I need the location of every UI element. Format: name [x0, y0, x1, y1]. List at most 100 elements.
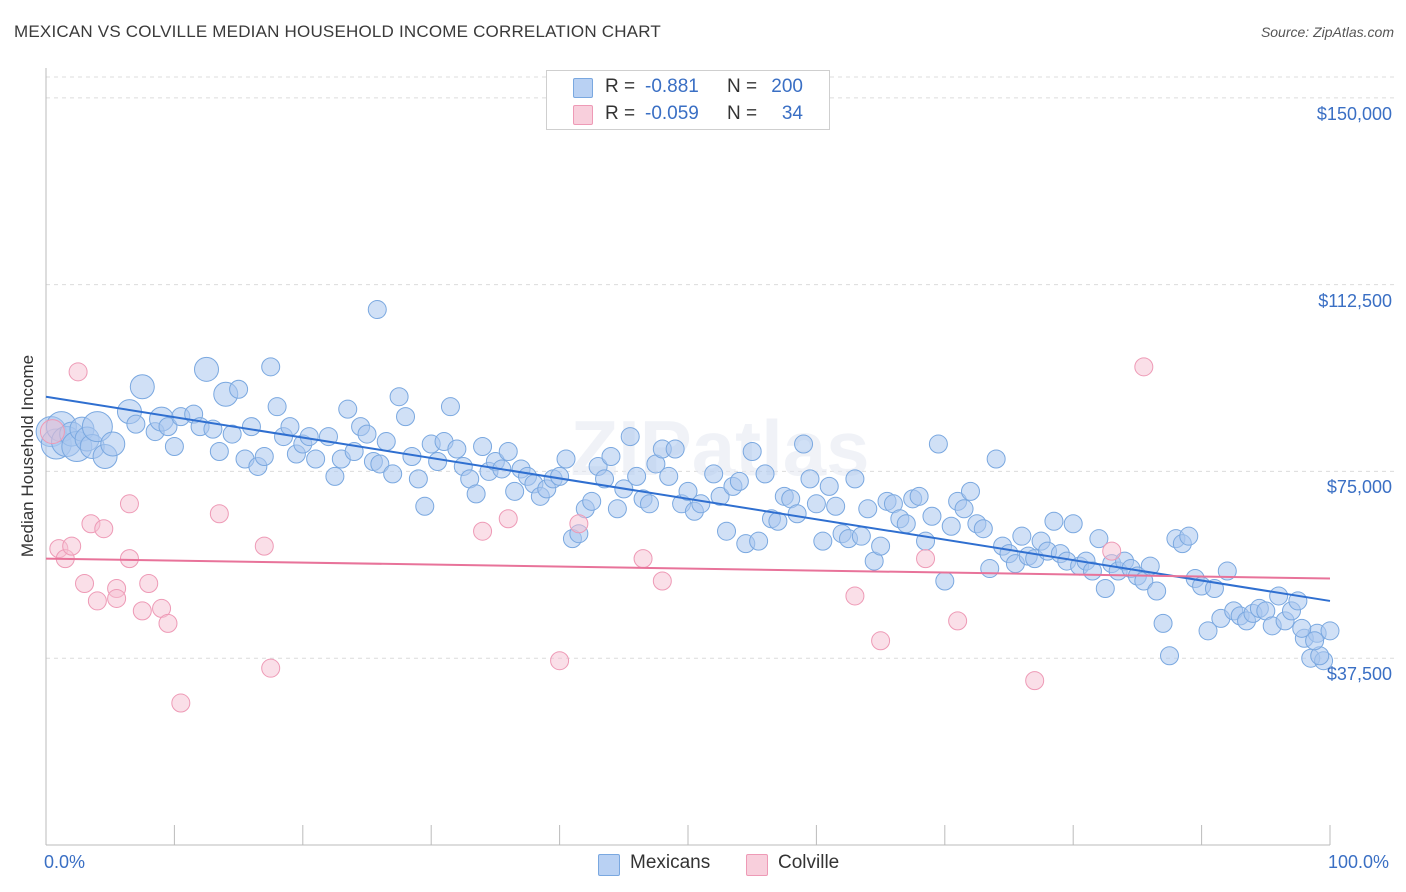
- point-mexicans: [729, 471, 749, 491]
- point-mexicans: [627, 466, 647, 486]
- point-colville: [132, 601, 152, 621]
- legend-n-value: 34: [781, 103, 803, 124]
- point-mexicans: [749, 531, 769, 551]
- point-mexicans: [1320, 621, 1340, 641]
- point-mexicans: [1217, 561, 1237, 581]
- point-mexicans: [973, 519, 993, 539]
- legend-n-label: N =: [727, 103, 758, 124]
- point-mexicans: [1095, 578, 1115, 598]
- point-mexicans: [607, 499, 627, 519]
- y-tick-label: $150,000: [1316, 103, 1392, 124]
- point-colville: [916, 549, 936, 569]
- y-tick-label: $37,500: [1326, 664, 1392, 685]
- legend-r-label: R =: [605, 103, 636, 124]
- point-mexicans: [383, 464, 403, 484]
- point-mexicans: [601, 446, 621, 466]
- point-mexicans: [1198, 621, 1218, 641]
- point-colville: [75, 574, 95, 594]
- legend-n-label: N =: [727, 76, 758, 97]
- x-tick-label-left: 0.0%: [44, 852, 86, 872]
- point-mexicans: [389, 387, 409, 407]
- point-colville: [473, 521, 493, 541]
- point-mexicans: [704, 464, 724, 484]
- series-legend: Mexicans Colville: [0, 852, 1406, 876]
- point-mexicans: [678, 481, 698, 501]
- axis-layer: [45, 68, 1331, 846]
- point-mexicans: [241, 417, 261, 437]
- point-mexicans: [100, 431, 126, 457]
- point-colville: [948, 611, 968, 631]
- point-mexicans: [813, 531, 833, 551]
- point-mexicans: [1179, 526, 1199, 546]
- point-colville: [652, 571, 672, 591]
- point-mexicans: [954, 499, 974, 519]
- point-mexicans: [1147, 581, 1167, 601]
- point-mexicans: [928, 434, 948, 454]
- point-mexicans: [896, 514, 916, 534]
- point-mexicans: [1063, 514, 1083, 534]
- point-colville: [1134, 357, 1154, 377]
- point-mexicans: [396, 407, 416, 427]
- point-mexicans: [717, 521, 737, 541]
- point-mexicans: [370, 454, 390, 474]
- point-colville: [209, 504, 229, 524]
- point-mexicans: [787, 504, 807, 524]
- point-colville: [498, 509, 518, 529]
- point-mexicans: [742, 442, 762, 462]
- point-colville: [1102, 541, 1122, 561]
- point-mexicans: [595, 469, 615, 489]
- legend-row-colville: R = -0.059 N = 34: [547, 101, 829, 127]
- point-mexicans: [447, 439, 467, 459]
- legend-label-mexicans: Mexicans: [630, 852, 711, 873]
- point-colville: [39, 419, 65, 445]
- point-mexicans: [254, 446, 274, 466]
- point-mexicans: [800, 469, 820, 489]
- point-mexicans: [299, 427, 319, 447]
- chart-source: Source: ZipAtlas.com: [1260, 24, 1394, 40]
- legend-r-value: -0.881: [645, 76, 699, 97]
- point-mexicans: [280, 417, 300, 437]
- trendline-colville: [45, 557, 1331, 580]
- point-colville: [1025, 671, 1045, 691]
- point-mexicans: [755, 464, 775, 484]
- y-tick-label: $112,500: [1318, 290, 1392, 311]
- point-mexicans: [158, 417, 178, 437]
- point-mexicans: [415, 496, 435, 516]
- point-mexicans: [909, 486, 929, 506]
- point-mexicans: [556, 449, 576, 469]
- point-mexicans: [194, 356, 219, 382]
- point-colville: [119, 494, 139, 514]
- point-mexicans: [440, 397, 460, 417]
- point-mexicans: [922, 506, 942, 526]
- point-mexicans: [1160, 646, 1179, 666]
- point-mexicans: [659, 466, 679, 486]
- point-colville: [550, 651, 570, 671]
- point-mexicans: [209, 442, 229, 462]
- legend-label-colville: Colville: [778, 852, 840, 873]
- point-mexicans: [871, 536, 891, 556]
- point-mexicans: [222, 424, 242, 444]
- point-mexicans: [1044, 511, 1064, 531]
- point-mexicans: [428, 451, 448, 471]
- legend-swatch-mexicans: [573, 78, 593, 98]
- legend-swatch-mexicans: [598, 854, 620, 876]
- legend-r-label: R =: [605, 76, 636, 97]
- point-mexicans: [1089, 529, 1109, 549]
- trend-layer: [45, 395, 1331, 602]
- y-tick-label: $75,000: [1326, 477, 1392, 498]
- point-mexicans: [960, 481, 980, 501]
- legend-swatch-colville: [573, 105, 593, 125]
- point-mexicans: [826, 496, 846, 516]
- point-mexicans: [1269, 586, 1289, 606]
- point-mexicans: [582, 491, 602, 511]
- legend-row-mexicans: R = -0.881 N = 200: [547, 74, 829, 100]
- point-mexicans: [261, 357, 281, 377]
- point-mexicans: [1305, 631, 1325, 651]
- point-colville: [171, 693, 191, 713]
- point-colville: [62, 536, 82, 556]
- point-colville: [871, 631, 891, 651]
- point-colville: [94, 519, 114, 539]
- point-mexicans: [338, 399, 358, 419]
- point-mexicans: [806, 494, 826, 514]
- point-colville: [68, 362, 88, 382]
